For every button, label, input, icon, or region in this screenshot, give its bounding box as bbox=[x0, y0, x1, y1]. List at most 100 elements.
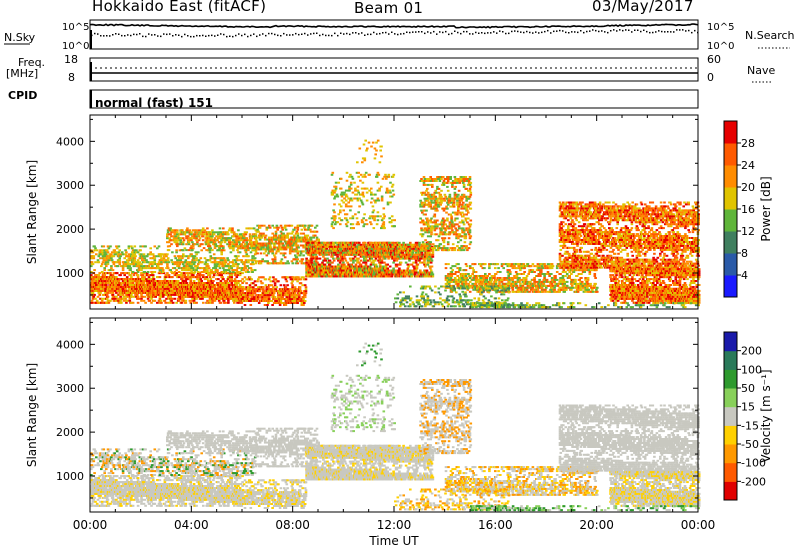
echo-cell bbox=[356, 266, 359, 268]
echo-cell bbox=[226, 292, 229, 294]
echo-cell bbox=[158, 245, 161, 247]
nsearch-point bbox=[214, 35, 216, 37]
nsearch-point bbox=[487, 32, 489, 34]
echo-cell bbox=[180, 233, 183, 235]
echo-cell bbox=[292, 276, 295, 278]
nsearch-point bbox=[256, 36, 258, 38]
echo-cell bbox=[299, 288, 302, 290]
nsearch-point bbox=[544, 31, 546, 33]
echo-cell bbox=[182, 276, 185, 278]
echo-cell bbox=[289, 252, 292, 254]
echo-cell bbox=[196, 276, 199, 278]
nsearch-point bbox=[154, 34, 156, 36]
echo-cell bbox=[174, 271, 177, 273]
echo-cell bbox=[168, 241, 171, 243]
echo-cell bbox=[140, 294, 143, 296]
echo-cell bbox=[291, 280, 294, 282]
echo-cell bbox=[206, 227, 209, 229]
echo-cell bbox=[144, 261, 147, 263]
echo-cell bbox=[320, 254, 323, 256]
echo-cell bbox=[325, 248, 328, 250]
echo-cell bbox=[149, 251, 152, 253]
nsearch-point bbox=[649, 32, 651, 34]
echo-cell bbox=[224, 259, 227, 261]
echo-cell bbox=[138, 263, 141, 265]
echo-cell bbox=[164, 288, 167, 290]
echo-cell bbox=[369, 260, 372, 262]
echo-cell bbox=[197, 263, 200, 265]
echo-cell bbox=[281, 248, 284, 250]
echo-cell bbox=[179, 237, 182, 239]
echo-cell bbox=[154, 300, 157, 302]
echo-cell bbox=[202, 235, 205, 237]
nsearch-point bbox=[334, 33, 336, 35]
echo-cell bbox=[230, 251, 233, 253]
nsearch-point bbox=[688, 30, 690, 32]
echo-cell bbox=[270, 288, 273, 290]
echo-cell bbox=[182, 253, 185, 255]
echo-cell bbox=[340, 264, 343, 266]
echo-cell bbox=[166, 235, 169, 237]
echo-cell bbox=[324, 264, 327, 266]
echo-cell bbox=[229, 239, 232, 241]
echo-cell bbox=[262, 288, 265, 290]
echo-cell bbox=[169, 245, 172, 247]
echo-cell bbox=[220, 251, 223, 253]
nsearch-point bbox=[319, 35, 321, 37]
echo-cell bbox=[271, 258, 274, 260]
echo-cell bbox=[168, 261, 171, 263]
echo-cell bbox=[177, 259, 180, 261]
echo-cell bbox=[183, 272, 186, 274]
echo-cell bbox=[365, 262, 368, 264]
echo-cell bbox=[295, 278, 298, 280]
echo-cell bbox=[302, 247, 305, 249]
echo-cell bbox=[284, 227, 287, 229]
echo-cell bbox=[260, 248, 263, 250]
echo-cell bbox=[109, 300, 112, 302]
nsearch-point bbox=[634, 30, 636, 32]
echo-cell bbox=[273, 245, 276, 247]
echo-cell bbox=[176, 229, 179, 231]
nsearch-point bbox=[190, 36, 192, 38]
nsearch-point bbox=[343, 33, 345, 35]
echo-cell bbox=[247, 271, 250, 273]
echo-cell bbox=[325, 260, 328, 262]
echo-cell bbox=[356, 260, 359, 262]
nsearch-point bbox=[166, 34, 168, 36]
echo-cell bbox=[237, 247, 240, 249]
echo-cell bbox=[153, 255, 156, 257]
echo-cell bbox=[275, 231, 278, 233]
echo-cell bbox=[340, 256, 343, 258]
echo-cell bbox=[313, 244, 316, 246]
nsearch-point bbox=[208, 35, 210, 37]
echo-cell bbox=[202, 302, 205, 304]
nave-tick-top: 60 bbox=[707, 53, 721, 66]
echo-cell bbox=[256, 252, 259, 254]
echo-cell bbox=[175, 239, 178, 241]
echo-cell bbox=[126, 276, 129, 278]
echo-cell bbox=[327, 262, 330, 264]
echo-cell bbox=[220, 243, 223, 245]
echo-cell bbox=[255, 233, 258, 235]
echo-cell bbox=[202, 276, 205, 278]
echo-cell bbox=[123, 284, 126, 286]
nsearch-point bbox=[403, 33, 405, 35]
nsearch-point bbox=[460, 33, 462, 35]
echo-cell bbox=[319, 258, 322, 260]
echo-cell bbox=[259, 239, 262, 241]
echo-cell bbox=[232, 263, 235, 265]
echo-cell bbox=[222, 247, 225, 249]
echo-cell bbox=[237, 263, 240, 265]
echo-cell bbox=[308, 254, 311, 256]
echo-cell bbox=[373, 272, 376, 274]
echo-cell bbox=[215, 267, 218, 269]
echo-cell bbox=[285, 262, 288, 264]
echo-cell bbox=[236, 259, 239, 261]
echo-cell bbox=[207, 296, 210, 298]
echo-cell bbox=[252, 298, 255, 300]
echo-cell bbox=[308, 273, 311, 275]
nsearch-point bbox=[238, 33, 240, 35]
echo-cell bbox=[261, 245, 264, 247]
echo-cell bbox=[348, 244, 351, 246]
nsearch-point bbox=[496, 32, 498, 34]
